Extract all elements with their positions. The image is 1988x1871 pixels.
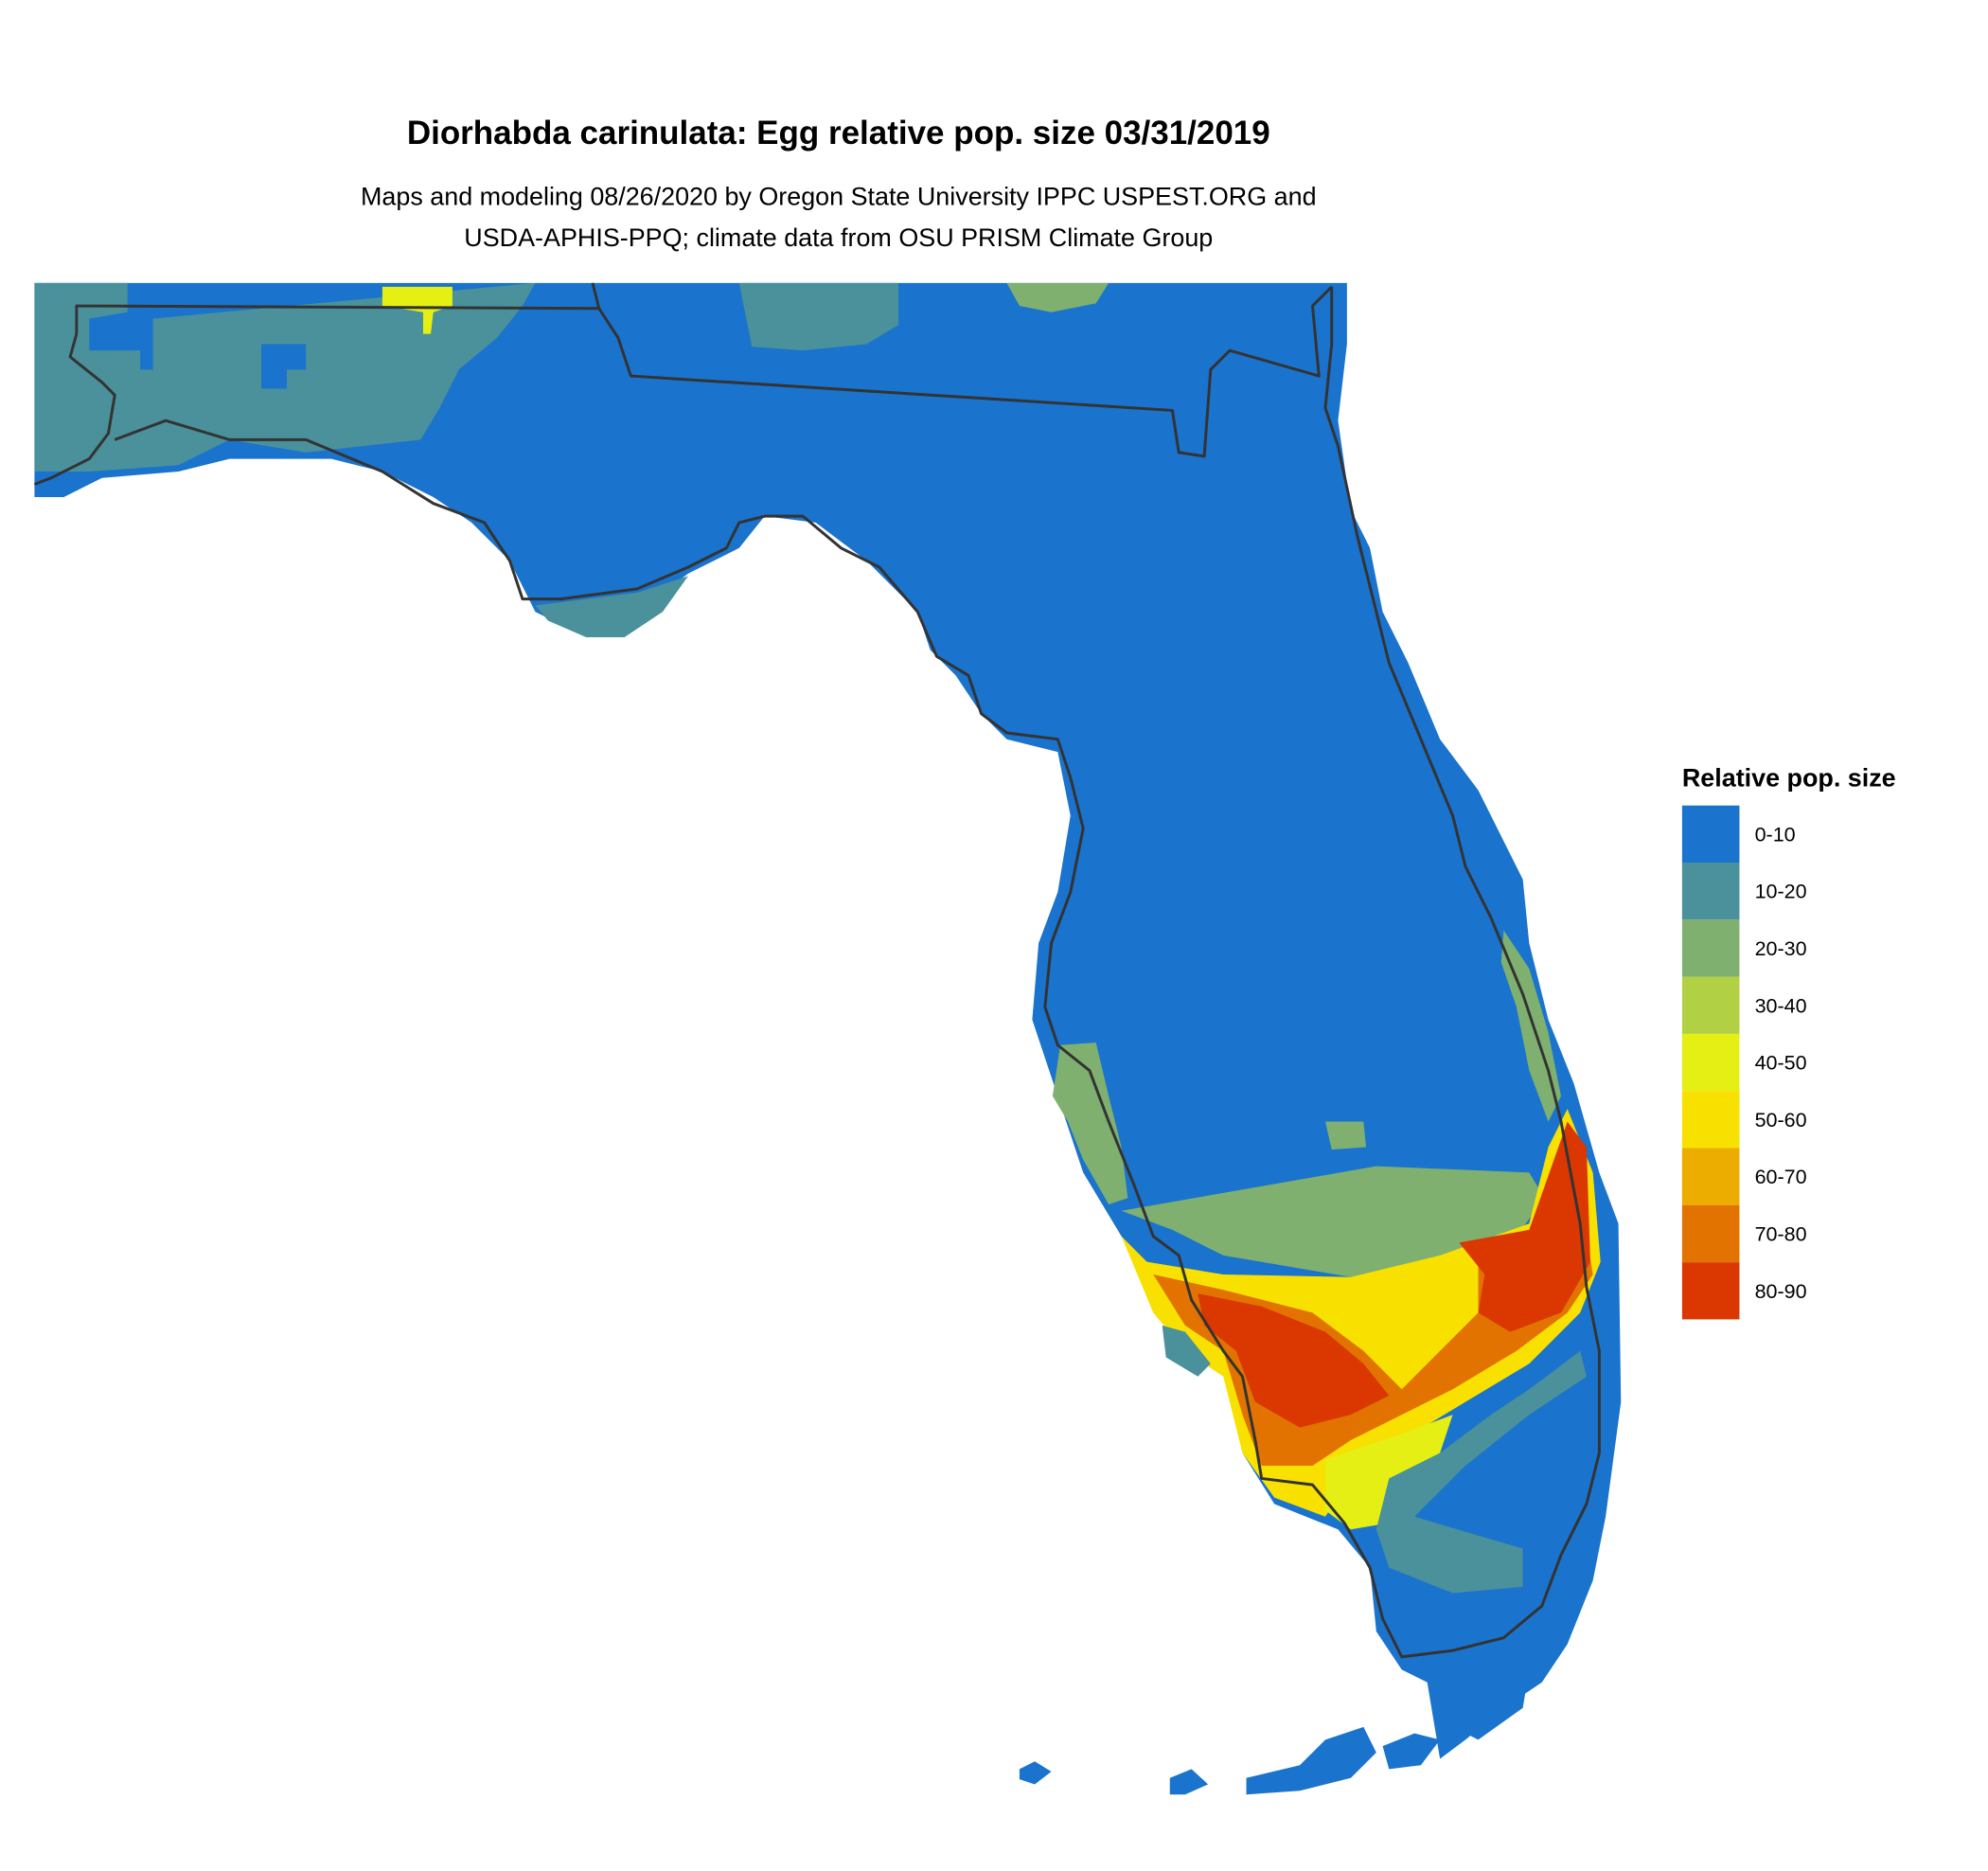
legend-title: Relative pop. size (1682, 764, 1896, 793)
coastline (33, 286, 1601, 1659)
zone-20-30-north (1006, 282, 1109, 312)
zone-20-30-interior (1121, 1166, 1545, 1277)
zone-20-30-patch (1324, 1121, 1367, 1150)
zone-10-20-south (1376, 1350, 1587, 1594)
legend-label: 10-20 (1755, 881, 1807, 903)
zone-0-10-keys-4 (1169, 1769, 1209, 1795)
legend-label: 40-50 (1755, 1052, 1807, 1075)
legend-label: 50-60 (1755, 1109, 1807, 1132)
zone-0-10-keys-5 (1019, 1761, 1052, 1785)
map-raster (34, 282, 1622, 1795)
zone-0-10-keys-2 (1382, 1733, 1441, 1770)
legend-key-20-30 (1681, 919, 1740, 977)
legend-label: 30-40 (1755, 994, 1807, 1017)
map-subtitle-line-1: Maps and modeling 08/26/2020 by Oregon S… (361, 183, 1317, 211)
legend-key-50-60 (1681, 1091, 1740, 1149)
legend-key-60-70 (1681, 1148, 1740, 1205)
zone-80-90-west (1198, 1293, 1390, 1428)
legend-key-10-20 (1681, 863, 1740, 920)
map-title: Diorhabda carinulata: Egg relative pop. … (407, 115, 1270, 151)
legend-label: 20-30 (1755, 937, 1807, 960)
zone-0-10-mainland (34, 282, 1622, 1759)
legend-key-30-40 (1681, 976, 1740, 1034)
legend-key-40-50 (1681, 1033, 1740, 1092)
legend-key-80-90 (1681, 1262, 1740, 1320)
zone-0-10-keys-1 (1246, 1726, 1376, 1795)
zone-0-10-panhandle-patch (261, 344, 307, 389)
zone-50-60-south (1121, 1109, 1601, 1517)
zone-0-10-keys-3 (1452, 1669, 1530, 1740)
legend-label: 80-90 (1755, 1280, 1807, 1303)
legend-label: 70-80 (1755, 1223, 1807, 1246)
map-subtitle-line-2: USDA-APHIS-PPQ; climate data from OSU PR… (464, 223, 1213, 252)
state-border-alabama (75, 304, 599, 334)
zone-10-20-north (738, 282, 899, 351)
zone-40-50-south (1324, 1415, 1453, 1530)
zone-80-90-east (1459, 1121, 1590, 1332)
legend-key-70-80 (1681, 1204, 1740, 1263)
map-boundaries (33, 282, 1601, 1659)
legend-label: 60-70 (1755, 1166, 1807, 1188)
zone-20-30-westcoast (1052, 1042, 1128, 1205)
zone-10-20-westcoast-south (1162, 1325, 1211, 1377)
zone-40-50-panhandle (382, 286, 453, 334)
legend-key-0-10 (1681, 805, 1740, 864)
zone-10-20-coast (535, 576, 688, 638)
state-border-georgia (591, 282, 1333, 458)
legend: Relative pop. size 0-10 10-20 20-30 30-40 40… (1681, 764, 1896, 1320)
legend-label: 0-10 (1755, 823, 1796, 846)
